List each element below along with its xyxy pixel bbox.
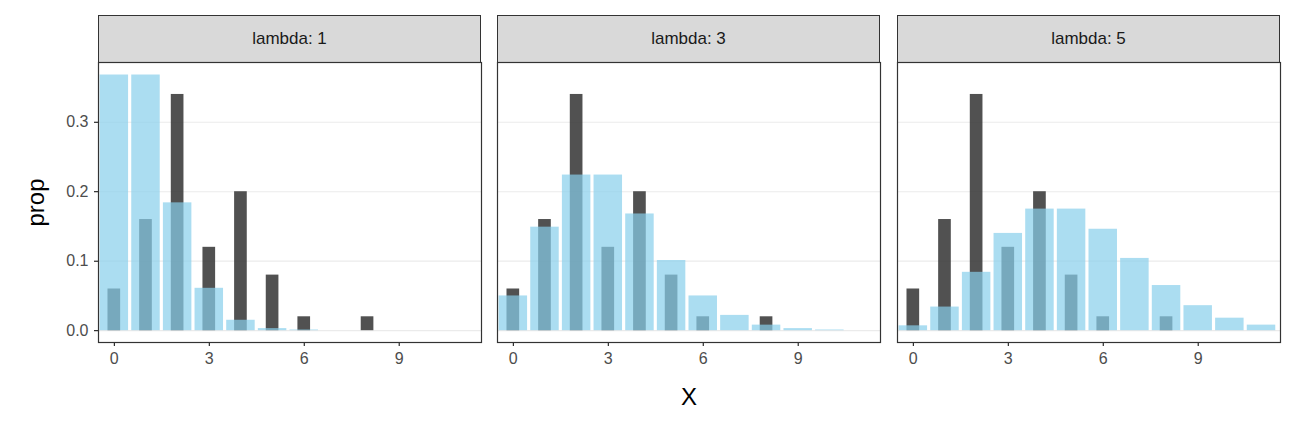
svg-text:6: 6 [1099, 350, 1108, 367]
svg-text:0.3: 0.3 [66, 113, 88, 130]
svg-text:3: 3 [604, 350, 613, 367]
svg-text:0: 0 [509, 350, 518, 367]
svg-text:6: 6 [300, 350, 309, 367]
svg-text:6: 6 [699, 350, 708, 367]
svg-text:9: 9 [1194, 350, 1203, 367]
svg-text:9: 9 [395, 350, 404, 367]
svg-text:0.0: 0.0 [66, 322, 88, 339]
svg-text:prop: prop [22, 178, 49, 226]
html-text:lambda: 5: lambda: 5 [1051, 29, 1126, 48]
svg-text:0.1: 0.1 [66, 252, 88, 269]
svg-text:0: 0 [909, 350, 918, 367]
html-text:lambda: 1: lambda: 1 [252, 29, 327, 48]
svg-text:X: X [681, 383, 697, 410]
svg-text:3: 3 [205, 350, 214, 367]
svg-text:9: 9 [794, 350, 803, 367]
html-text:lambda: 3: lambda: 3 [651, 29, 726, 48]
svg-text:3: 3 [1004, 350, 1013, 367]
svg-text:0.2: 0.2 [66, 183, 88, 200]
svg-text:0: 0 [110, 350, 119, 367]
